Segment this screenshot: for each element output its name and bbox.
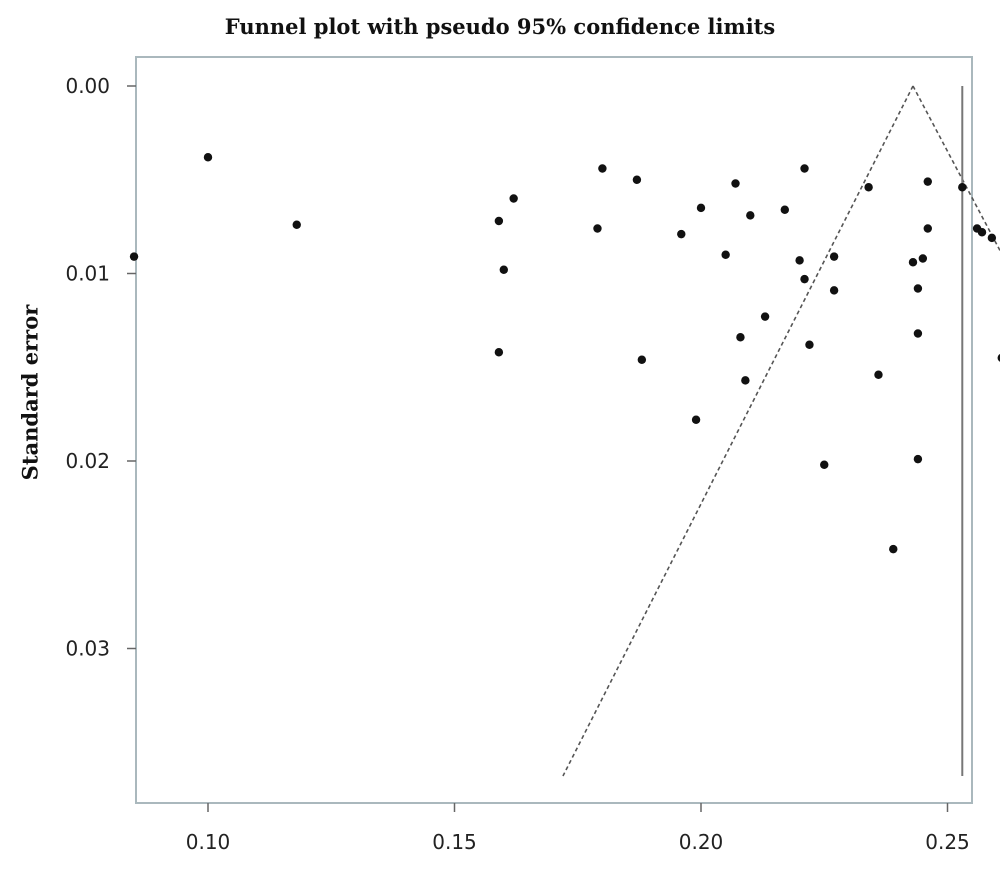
funnel-right-limit bbox=[912, 85, 1000, 253]
data-point bbox=[805, 340, 814, 349]
data-point bbox=[829, 286, 839, 295]
data-point bbox=[494, 348, 504, 357]
data-point bbox=[987, 233, 997, 243]
data-point bbox=[760, 312, 770, 321]
funnel-left-limit bbox=[562, 85, 914, 777]
chart-title: Funnel plot with pseudo 95% confidence l… bbox=[224, 14, 776, 39]
y-tick-label: 0.01 bbox=[65, 262, 110, 286]
axes-group: 0.100.150.200.250.300.350.400.000.010.02… bbox=[65, 74, 970, 854]
data-point bbox=[997, 354, 1000, 362]
data-point bbox=[203, 153, 213, 162]
data-point bbox=[923, 224, 932, 233]
plot-frame bbox=[135, 56, 973, 804]
data-point bbox=[593, 224, 602, 233]
data-point bbox=[677, 229, 686, 239]
data-point bbox=[696, 203, 706, 213]
data-point bbox=[829, 252, 839, 261]
data-point bbox=[129, 252, 139, 261]
data-point bbox=[746, 211, 755, 220]
data-point bbox=[499, 265, 508, 274]
data-point bbox=[509, 194, 518, 203]
data-point bbox=[958, 183, 967, 192]
data-point bbox=[908, 258, 918, 267]
data-point bbox=[874, 370, 883, 379]
data-point bbox=[913, 284, 923, 293]
x-tick-label: 0.25 bbox=[925, 830, 970, 854]
data-point bbox=[731, 179, 740, 188]
y-tick-label: 0.00 bbox=[65, 74, 110, 98]
data-point bbox=[494, 216, 504, 226]
data-point bbox=[800, 274, 809, 284]
y-tick-label: 0.02 bbox=[65, 449, 110, 473]
data-point bbox=[864, 183, 873, 192]
data-point bbox=[292, 220, 301, 229]
data-point bbox=[800, 164, 809, 173]
data-point bbox=[913, 329, 923, 338]
data-point bbox=[889, 544, 898, 554]
y-tick-label: 0.03 bbox=[65, 637, 110, 661]
data-point bbox=[913, 454, 923, 464]
data-point bbox=[923, 177, 932, 186]
x-tick-label: 0.20 bbox=[679, 830, 724, 854]
data-point bbox=[820, 460, 829, 469]
data-point bbox=[918, 254, 928, 263]
data-points bbox=[129, 153, 1000, 554]
data-point bbox=[637, 355, 647, 364]
data-point bbox=[598, 164, 607, 173]
data-point bbox=[632, 175, 642, 184]
data-point bbox=[736, 333, 745, 342]
data-point bbox=[721, 250, 730, 259]
data-point bbox=[977, 228, 987, 237]
data-point bbox=[795, 256, 804, 265]
x-tick-label: 0.10 bbox=[186, 830, 231, 854]
data-point bbox=[741, 376, 750, 385]
data-point bbox=[780, 205, 790, 214]
x-tick-label: 0.15 bbox=[432, 830, 477, 854]
data-point bbox=[691, 415, 701, 424]
reference-lines bbox=[562, 85, 1000, 777]
